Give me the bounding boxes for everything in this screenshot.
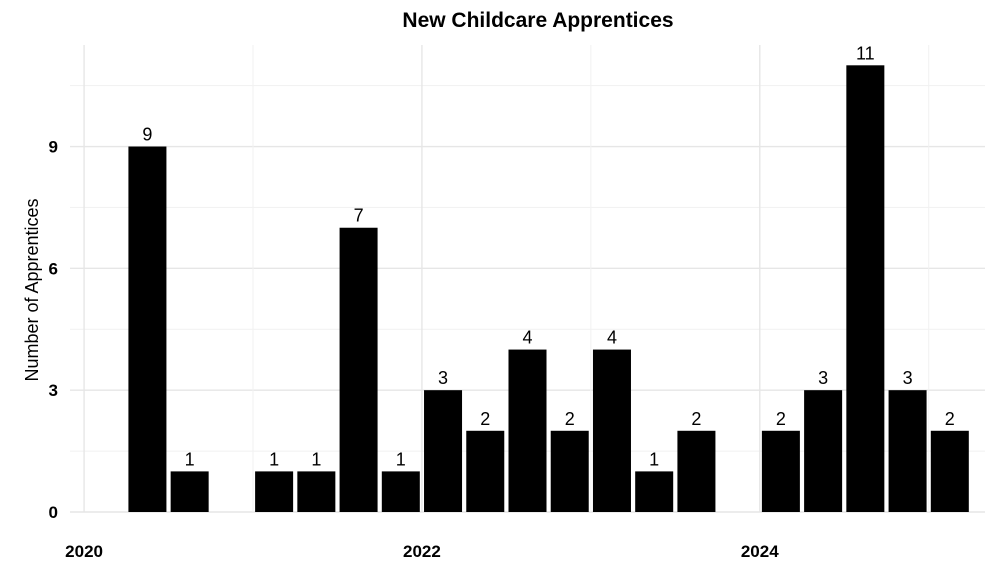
bar	[930, 430, 969, 512]
bar	[592, 349, 631, 512]
bar	[424, 390, 463, 512]
bar	[677, 430, 716, 512]
y-tick-label: 9	[49, 138, 58, 157]
bar-value-label: 2	[776, 409, 786, 429]
bar-value-label: 1	[269, 449, 279, 469]
bar	[804, 390, 843, 512]
bar-value-label: 1	[396, 449, 406, 469]
bar	[846, 65, 885, 512]
bar-value-label: 9	[142, 125, 152, 145]
y-tick-label: 0	[49, 503, 58, 522]
x-axis-ticks: 2020 2022 2024	[65, 542, 779, 561]
x-tick-label: 2024	[741, 542, 779, 561]
bar-value-label: 2	[480, 409, 490, 429]
bars-group	[128, 65, 969, 513]
bar	[888, 390, 927, 512]
bar	[381, 471, 420, 512]
bar-value-label: 1	[649, 449, 659, 469]
x-tick-label: 2020	[65, 542, 103, 561]
bar-value-label: 2	[945, 409, 955, 429]
bar-value-label: 4	[522, 328, 532, 348]
bar	[466, 430, 505, 512]
bar	[255, 471, 294, 512]
bar	[297, 471, 336, 512]
y-axis-title: Number of Apprentices	[22, 198, 42, 381]
bar	[170, 471, 209, 512]
y-axis-ticks: 0 3 6 9	[49, 138, 58, 522]
bar-value-label: 2	[691, 409, 701, 429]
y-tick-label: 6	[49, 259, 58, 278]
bar-value-label: 3	[438, 368, 448, 388]
y-tick-label: 3	[49, 381, 58, 400]
bar-value-label: 4	[607, 328, 617, 348]
bar	[761, 430, 800, 512]
bar	[550, 430, 589, 512]
bar-value-label: 7	[354, 206, 364, 226]
bar	[635, 471, 674, 512]
bar-value-label: 1	[185, 449, 195, 469]
chart-title: New Childcare Apprentices	[402, 9, 673, 32]
bar	[508, 349, 547, 512]
bar	[339, 227, 378, 512]
bar-value-label: 11	[856, 43, 875, 63]
bar-value-label: 3	[903, 368, 913, 388]
bar-value-label: 3	[818, 368, 828, 388]
bar	[128, 146, 167, 513]
bar-value-label: 2	[565, 409, 575, 429]
x-tick-label: 2022	[403, 542, 441, 561]
bar-value-label: 1	[311, 449, 321, 469]
